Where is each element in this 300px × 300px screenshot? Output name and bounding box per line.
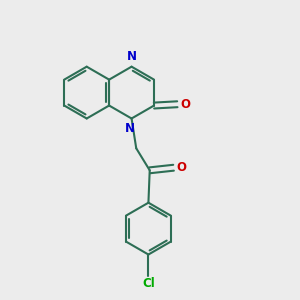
Text: Cl: Cl: [142, 277, 155, 290]
Text: N: N: [127, 50, 136, 63]
Text: O: O: [177, 160, 187, 174]
Text: N: N: [125, 122, 135, 135]
Text: O: O: [181, 98, 190, 111]
